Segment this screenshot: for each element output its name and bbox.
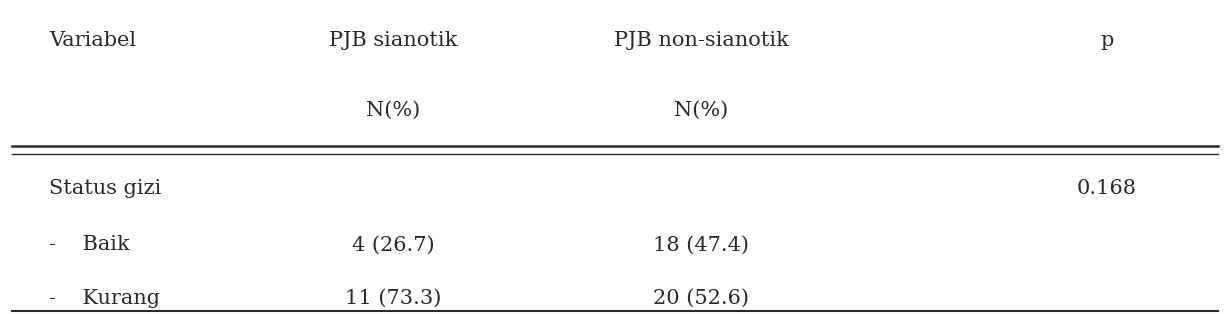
Text: PJB sianotik: PJB sianotik xyxy=(330,31,458,50)
Text: p: p xyxy=(1101,31,1113,50)
Text: 18 (47.4): 18 (47.4) xyxy=(653,236,749,254)
Text: -    Kurang: - Kurang xyxy=(49,289,160,308)
Text: 20 (52.6): 20 (52.6) xyxy=(653,289,749,308)
Text: PJB non-sianotik: PJB non-sianotik xyxy=(614,31,788,50)
Text: Variabel: Variabel xyxy=(49,31,137,50)
Text: 11 (73.3): 11 (73.3) xyxy=(346,289,442,308)
Text: 0.168: 0.168 xyxy=(1077,179,1137,198)
Text: 4 (26.7): 4 (26.7) xyxy=(352,236,435,254)
Text: Status gizi: Status gizi xyxy=(49,179,161,198)
Text: -    Baik: - Baik xyxy=(49,236,130,254)
Text: N(%): N(%) xyxy=(674,100,728,119)
Text: N(%): N(%) xyxy=(367,100,421,119)
